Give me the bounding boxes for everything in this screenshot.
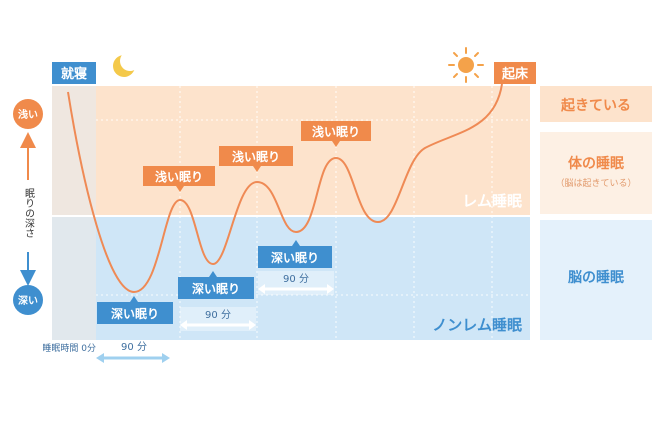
moon-icon — [113, 51, 140, 77]
sun-icon — [448, 47, 484, 83]
legend-brain-sleep-text: 脳の睡眠 — [568, 269, 624, 286]
legend-awake-box — [540, 86, 652, 122]
svg-text:深い眠り: 深い眠り — [111, 306, 159, 321]
legend-brain-sleep-box — [540, 220, 652, 340]
sleep-depth-curve — [67, 83, 503, 294]
end-label-box — [494, 62, 536, 84]
legend-body-sleep-box — [540, 132, 652, 214]
svg-text:浅い眠り: 浅い眠り — [155, 169, 203, 184]
legend-body-sleep-note: （脳は起きている） — [555, 177, 636, 189]
callout-deep-2: 深い眠り — [178, 271, 254, 299]
callout-shallow-3: 浅い眠り — [301, 121, 371, 147]
cycle-span-1: 90 分 — [96, 341, 170, 363]
svg-text:90 分: 90 分 — [121, 341, 147, 353]
depth-axis: 浅い 眠りの深さ 深い — [13, 99, 43, 315]
svg-text:浅い眠り: 浅い眠り — [232, 149, 280, 164]
time-start-label: 睡眠時間 0分 — [42, 342, 96, 354]
cycle-span-3: 90 分 — [258, 271, 334, 295]
shallow-badge — [13, 99, 43, 129]
start-label: 就寝 — [61, 66, 87, 82]
end-label: 起床 — [501, 66, 529, 82]
callout-deep-1: 深い眠り — [97, 296, 173, 324]
svg-text:深い眠り: 深い眠り — [192, 281, 240, 296]
svg-text:浅い眠り: 浅い眠り — [312, 124, 360, 139]
deep-badge-label: 深い — [18, 294, 38, 307]
svg-text:深い眠り: 深い眠り — [271, 250, 319, 265]
cycle-span-2: 90 分 — [180, 307, 256, 331]
legend-awake-text: 起きている — [560, 97, 631, 114]
rem-zone-label: レム睡眠 — [462, 192, 522, 210]
callout-shallow-2: 浅い眠り — [219, 146, 293, 172]
callout-shallow-1: 浅い眠り — [143, 166, 215, 192]
nonrem-zone-label: ノンレム睡眠 — [432, 316, 522, 334]
depth-axis-title: 眠りの深さ — [23, 188, 35, 238]
svg-text:90 分: 90 分 — [205, 309, 231, 321]
legend-body-sleep-text: 体の睡眠 — [568, 155, 624, 172]
svg-text:90 分: 90 分 — [283, 273, 309, 285]
shallow-badge-label: 浅い — [18, 108, 38, 121]
callout-deep-3: 深い眠り — [258, 240, 332, 268]
deep-badge — [13, 285, 43, 315]
start-label-box — [52, 62, 96, 84]
